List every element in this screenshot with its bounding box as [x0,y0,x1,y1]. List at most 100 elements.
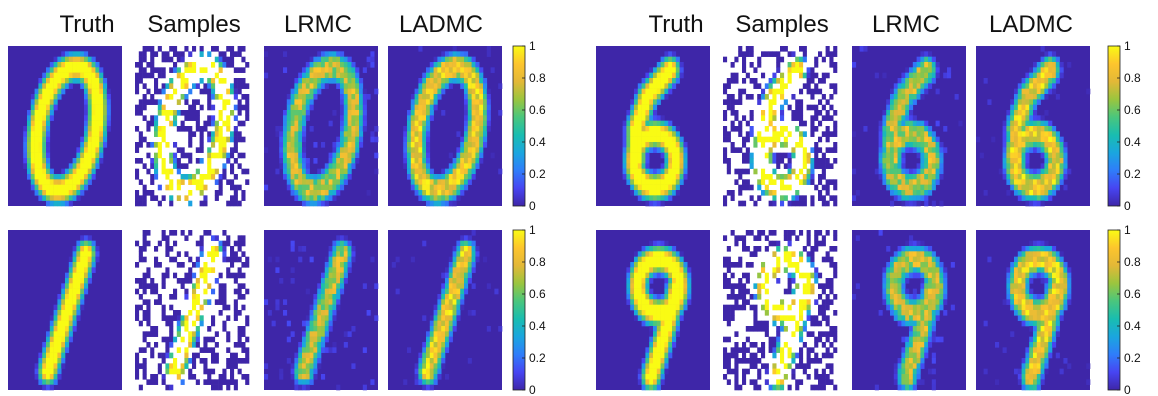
pixel-cell [456,51,461,57]
pixel-cell [1052,163,1057,169]
pixel-cell [218,126,223,132]
pixel-cell [787,230,792,236]
pixel-cell [656,315,661,321]
pixel-cell [65,200,70,207]
pixel-cell [184,195,189,201]
pixel-cell [745,262,750,268]
pixel-cell [146,272,151,279]
pixel-cell [230,131,235,137]
pixel-cell [776,158,781,164]
pixel-cell [165,184,170,191]
pixel-cell [672,267,677,273]
pixel-cell [664,336,669,343]
pixel-cell [176,126,181,132]
pixel-cell [802,51,807,57]
pixel-cell [218,147,223,153]
pixel-cell [1059,168,1064,175]
pixel-cell [283,158,288,164]
pixel-cell [230,195,235,201]
pixel-cell [452,78,457,84]
pixel-cell [878,168,883,175]
pixel-cell [675,56,680,63]
pixel-cell [422,363,427,369]
pixel-cell [649,174,654,180]
pixel-cell [471,152,476,159]
pixel-cell [653,310,658,316]
pixel-cell [418,174,423,180]
pixel-cell [833,67,838,73]
pixel-cell [991,136,996,143]
pixel-cell [422,72,427,79]
pixel-cell [195,379,200,385]
pixel-cell [199,347,204,353]
pixel-cell [916,62,921,68]
pixel-cell [637,115,642,121]
pixel-cell [437,358,442,364]
pixel-cell [165,240,170,247]
pixel-cell [370,256,375,263]
pixel-cell [324,283,329,289]
pixel-cell [799,88,804,95]
pixel-cell [207,88,212,95]
pixel-cell [23,158,28,164]
pixel-cell [1055,131,1060,137]
pixel-cell [776,256,781,263]
pixel-cell [199,267,204,273]
pixel-cell [626,272,631,279]
pixel-cell [207,374,212,380]
pixel-cell [909,72,914,79]
pixel-cell [142,347,147,353]
pixel-cell [135,190,140,196]
pixel-cell [42,88,47,95]
pixel-cell [668,51,673,57]
pixel-cell [745,326,750,332]
pixel-cell [626,174,631,180]
pixel-cell [321,83,326,89]
pixel-cell [321,56,326,63]
pixel-cell [943,72,948,79]
pixel-cell [138,320,143,327]
pixel-cell [456,168,461,175]
pixel-cell [203,67,208,73]
pixel-cell [893,195,898,201]
pixel-cell [336,51,341,57]
pixel-cell [802,131,807,137]
pixel-cell [184,115,189,121]
pixel-cell [72,251,77,257]
pixel-cell [65,278,70,284]
pixel-cell [672,256,677,263]
pixel-cell [49,110,54,116]
pixel-cell [290,363,295,369]
pixel-cell [829,326,834,332]
pixel-cell [467,246,472,252]
pixel-cell [80,240,85,247]
pixel-cell [317,342,322,348]
pixel-cell [833,272,838,279]
pixel-cell [279,368,284,375]
pixel-cell [467,94,472,100]
pixel-cell [245,374,250,380]
pixel-cell [294,190,299,196]
pixel-cell [464,179,469,185]
pixel-cell [456,179,461,185]
pixel-cell [445,184,450,191]
pixel-cell [471,110,476,116]
pixel-cell [76,168,81,175]
pixel-cell [222,374,227,380]
pixel-cell [920,62,925,68]
pixel-cell [753,363,758,369]
pixel-cell [302,110,307,116]
pixel-cell [233,363,238,369]
pixel-cell [192,331,197,337]
pixel-cell [173,110,178,116]
pixel-cell [57,190,62,196]
pixel-cell [72,256,77,263]
pixel-cell [34,131,39,137]
pixel-cell [362,99,367,105]
pixel-cell [772,384,777,391]
pixel-cell [730,142,735,148]
pixel-cell [924,83,929,89]
pixel-cell [672,136,677,143]
pixel-cell [286,126,291,132]
pixel-cell [336,174,341,180]
